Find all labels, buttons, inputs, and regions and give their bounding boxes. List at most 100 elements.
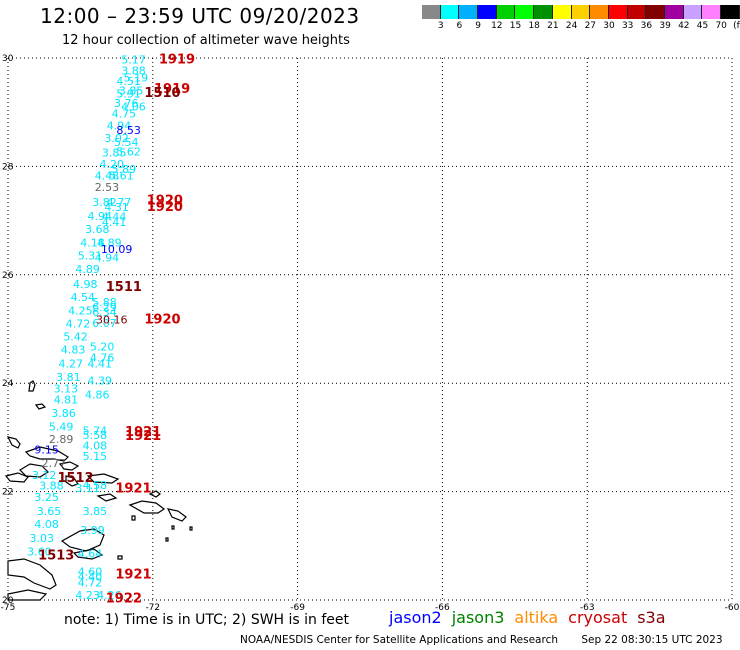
wave-height-label: 5.61 [109,169,134,182]
timestamp-text: Sep 22 08:30:15 UTC 2023 [581,634,723,646]
wave-height-label: 3.81 [56,371,81,384]
scale-swatch [608,5,628,19]
wave-height-label: 5.19 [124,71,149,84]
wave-height-label: 3.25 [34,491,59,504]
land-outline [131,515,136,521]
land-outline [60,528,105,552]
wave-height-label: 4.89 [75,263,100,276]
land-outline [58,461,80,471]
wave-height-label: 2.77 [42,457,67,470]
wave-height-label: 4.44 [102,211,127,224]
wave-height-label: 5.42 [63,330,88,343]
scale-label: 24 [565,21,578,31]
wave-height-label: 4.23 [75,589,100,602]
wave-height-label: 3.85 [119,84,144,97]
wave-height-label: 3.86 [51,407,76,420]
wave-height-label: 5.88 [92,296,117,309]
orbit-time-label: 1920 [144,313,180,328]
scale-swatch [422,5,441,19]
scale-label: 6 [456,21,463,31]
wave-height-label: 4.54 [71,291,96,304]
land-outline [171,525,175,530]
wave-height-label: 5.49 [49,420,74,433]
wave-height-label: 3.60 [27,546,52,559]
wave-height-label: 10.09 [101,243,133,256]
wave-height-label: 4.72 [66,317,91,330]
legend-cryosat: cryosat [568,608,628,627]
legend-jason2: jason2 [389,608,442,627]
land-outline [4,472,29,483]
scale-label: 27 [584,21,597,31]
wave-height-label: 5.62 [116,146,141,159]
wave-height-label: 3.68 [85,223,110,236]
scale-swatch [571,5,591,19]
wave-height-label: 4.51 [116,75,141,88]
wave-height-label: 4.18 [80,237,105,250]
color-scale-bar [422,5,740,19]
scale-label: 18 [528,21,540,31]
wave-height-labels: 5.173.885.194.513.855.913.764.064.754.94… [27,53,148,601]
wave-height-label: 3.85 [83,505,108,518]
orbit-time-label: 1921 [115,567,151,582]
wave-height-label: 4.81 [54,393,79,406]
wave-height-label: 3.11 [75,482,100,495]
wave-height-label: 4.08 [34,518,59,531]
scale-label: 3 [437,21,444,31]
orbit-time-label: 1920 [147,193,183,208]
wave-height-label: 3.99 [80,524,105,537]
scale-swatch [552,5,572,19]
wave-height-label: 2.53 [95,181,120,194]
orbit-time-label: 1513 [38,548,74,563]
legend-s3a: s3a [637,608,666,627]
scale-label: (ft) [733,21,740,31]
wave-height-label: 4.27 [58,357,83,370]
orbit-time-label: 1920 [147,200,183,215]
wave-height-label: 3.13 [54,382,79,395]
scale-label: 15 [509,21,522,31]
land-outline [148,490,161,498]
lat-lon-grid [7,57,733,601]
land-outline [165,537,169,542]
land-outline [34,403,47,410]
scale-swatch [496,5,516,19]
map-subtitle: 12 hour collection of altimeter wave hei… [62,33,350,48]
scale-swatch [646,5,665,19]
wave-height-label: 2.89 [49,433,74,446]
scale-swatch [440,5,460,19]
orbit-time-label: 1511 [106,280,142,295]
scale-label: 21 [547,21,559,31]
orbit-time-label: 1921 [125,429,161,444]
wave-height-label: 4.77 [107,196,132,209]
land-outline [117,555,123,560]
orbit-time-label: 1512 [57,471,93,486]
orbit-time-label: 1921 [125,425,161,440]
wave-height-label: 3.65 [37,505,62,518]
map-title: 12:00 – 23:59 UTC 09/20/2023 [40,4,360,28]
wave-height-label: 4.31 [104,201,129,214]
lat-tick-label: 28 [2,162,14,172]
wave-height-label: 5.20 [90,341,115,354]
scale-swatch [515,5,535,19]
wave-height-label: 4.48 [95,169,120,182]
legend-jason3: jason3 [451,608,505,627]
wave-height-label: 30.16 [96,314,128,327]
wave-height-label: 4.94 [87,210,112,223]
wave-height-label: 4.25 [68,304,93,317]
footer: NOAA/NESDIS Center for Satellite Applica… [240,634,723,646]
wave-height-label: 5.31 [78,250,103,263]
wave-height-label: 3.88 [121,64,146,77]
wave-height-label: 4.40 [78,570,103,583]
orbit-labels: 1919191915101920192015111920192119211512… [38,52,195,606]
land-outline [28,380,36,392]
wave-height-label: 5.74 [83,425,108,438]
lat-tick-label: 26 [2,271,14,281]
orbit-time-label: 1919 [154,82,190,97]
wave-height-label: 9.15 [34,444,59,457]
land-outline [128,500,166,514]
land-outline [65,475,79,487]
wave-height-label: 6.07 [92,317,117,330]
land-outline [7,558,57,590]
orbit-time-label: 1921 [115,482,151,497]
